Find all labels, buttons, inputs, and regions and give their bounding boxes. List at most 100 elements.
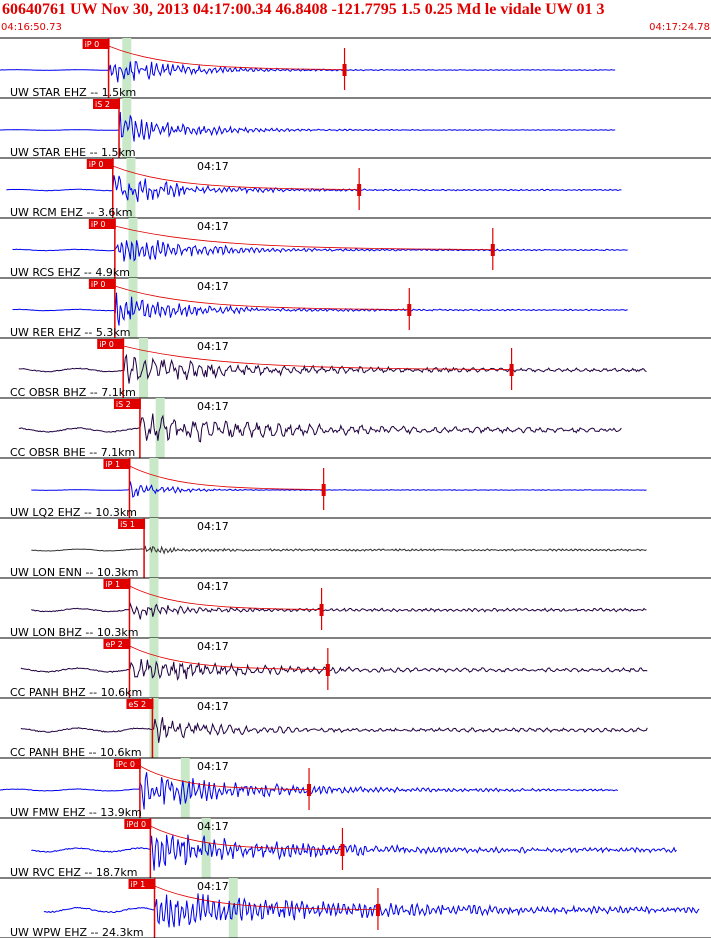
coda-end-handle[interactable] (325, 664, 330, 676)
phase-window-band (149, 458, 159, 518)
event-header: 60640761 UW Nov 30, 2013 04:17:00.34 46.… (2, 1, 605, 18)
phase-window-band (149, 638, 159, 698)
phase-pick-tag[interactable] (86, 159, 114, 169)
coda-decay-curve (129, 465, 324, 490)
phase-pick-label: iP 0 (85, 40, 100, 49)
minute-tick-label: 04:17 (197, 280, 229, 293)
phase-window-band (122, 98, 132, 158)
waveform-trace (43, 893, 700, 928)
coda-decay-curve (139, 765, 310, 790)
coda-end-handle[interactable] (321, 484, 326, 496)
phase-pick-label: eP 2 (105, 640, 122, 649)
coda-end-handle[interactable] (407, 304, 412, 316)
phase-pick-tag[interactable] (88, 219, 116, 229)
waveform-trace (20, 717, 648, 743)
phase-pick-label: iS 1 (120, 520, 135, 529)
phase-pick-tag[interactable] (93, 99, 121, 109)
phase-window-band (149, 578, 159, 638)
coda-decay-curve (123, 345, 512, 370)
coda-end-handle[interactable] (509, 364, 514, 376)
coda-decay-curve (129, 645, 328, 670)
station-label: UW RCS EHZ -- 4.9km (10, 266, 130, 279)
phase-window-band (128, 278, 138, 338)
station-label: UW RCM EHZ -- 3.6km (10, 206, 132, 219)
station-label: CC PANH BHE -- 10.6km (10, 746, 142, 759)
station-label: UW STAR EHE -- 1.5km (10, 146, 136, 159)
phase-pick-tag[interactable] (103, 579, 131, 589)
time-start-label: 04:16:50.73 (1, 22, 62, 33)
station-label: UW STAR EHZ -- 1.5km (10, 86, 136, 99)
station-label: UW LON ENN -- 10.3km (10, 566, 138, 579)
phase-pick-label: iP 1 (131, 880, 146, 889)
station-label: CC OBSR BHZ -- 7.1km (10, 386, 136, 399)
phase-pick-tag[interactable] (103, 639, 131, 649)
coda-decay-curve (154, 885, 378, 910)
coda-end-handle[interactable] (490, 244, 495, 256)
waveform-trace (12, 240, 628, 262)
station-label: UW RER EHZ -- 5.3km (10, 326, 130, 339)
phase-pick-tag[interactable] (103, 459, 131, 469)
minute-tick-label: 04:17 (197, 700, 229, 713)
waveform-trace (31, 481, 647, 498)
minute-tick-label: 04:17 (197, 820, 229, 833)
phase-pick-tag[interactable] (88, 279, 116, 289)
phase-pick-label: iPc 0 (116, 760, 135, 769)
waveform-trace (31, 601, 647, 620)
phase-pick-tag[interactable] (118, 519, 146, 529)
minute-tick-label: 04:17 (197, 520, 229, 533)
phase-pick-label: iP 0 (99, 340, 114, 349)
phase-pick-label: iP 0 (89, 160, 104, 169)
phase-pick-label: iP 0 (91, 220, 106, 229)
waveform-trace (12, 292, 628, 326)
phase-pick-tag[interactable] (97, 339, 125, 349)
coda-end-handle[interactable] (375, 904, 380, 916)
station-label: CC PANH BHZ -- 10.6km (10, 686, 142, 699)
phase-window-band (180, 758, 190, 818)
minute-tick-label: 04:17 (197, 580, 229, 593)
waveform-trace (31, 545, 647, 555)
minute-tick-label: 04:17 (197, 400, 229, 413)
coda-end-handle[interactable] (307, 784, 312, 796)
phase-window-band (201, 818, 211, 878)
coda-decay-curve (112, 165, 360, 190)
station-label: UW WPW EHZ -- 24.3km (10, 926, 144, 938)
minute-tick-label: 04:17 (197, 760, 229, 773)
coda-decay-curve (108, 45, 345, 70)
time-end-label: 04:17:24.78 (649, 22, 710, 33)
minute-tick-label: 04:17 (197, 160, 229, 173)
phase-pick-tag[interactable] (113, 399, 141, 409)
coda-end-handle[interactable] (357, 184, 362, 196)
phase-pick-label: iP 0 (91, 280, 106, 289)
phase-pick-label: eS 2 (128, 700, 146, 709)
phase-pick-label: iP 1 (105, 460, 120, 469)
waveform-trace (31, 834, 677, 871)
coda-decay-curve (114, 285, 410, 310)
phase-pick-tag[interactable] (128, 879, 156, 889)
waveform-trace (0, 111, 616, 142)
waveform-trace (18, 413, 622, 443)
coda-end-handle[interactable] (342, 64, 347, 76)
station-label: CC OBSR BHE -- 7.1km (10, 446, 135, 459)
waveform-trace (6, 175, 622, 203)
phase-pick-label: iS 2 (95, 100, 110, 109)
phase-pick-label: iPd 0 (126, 820, 146, 829)
phase-pick-tag[interactable] (82, 39, 110, 49)
coda-end-handle[interactable] (319, 604, 324, 616)
station-label: UW RVC EHZ -- 18.7km (10, 866, 137, 879)
station-label: UW FMW EHZ -- 13.9km (10, 806, 142, 819)
waveform-trace (20, 659, 648, 681)
waveform-trace (0, 61, 616, 83)
minute-tick-label: 04:17 (197, 340, 229, 353)
phase-pick-label: iP 1 (105, 580, 120, 589)
coda-end-handle[interactable] (340, 844, 345, 856)
phase-pick-tag[interactable] (113, 759, 141, 769)
coda-decay-curve (114, 225, 493, 250)
coda-decay-curve (150, 825, 343, 850)
phase-pick-tag[interactable] (126, 699, 154, 709)
station-label: UW LON BHZ -- 10.3km (10, 626, 138, 639)
phase-pick-label: iS 2 (116, 400, 131, 409)
phase-pick-tag[interactable] (124, 819, 152, 829)
coda-decay-curve (129, 585, 322, 610)
minute-tick-label: 04:17 (197, 220, 229, 233)
